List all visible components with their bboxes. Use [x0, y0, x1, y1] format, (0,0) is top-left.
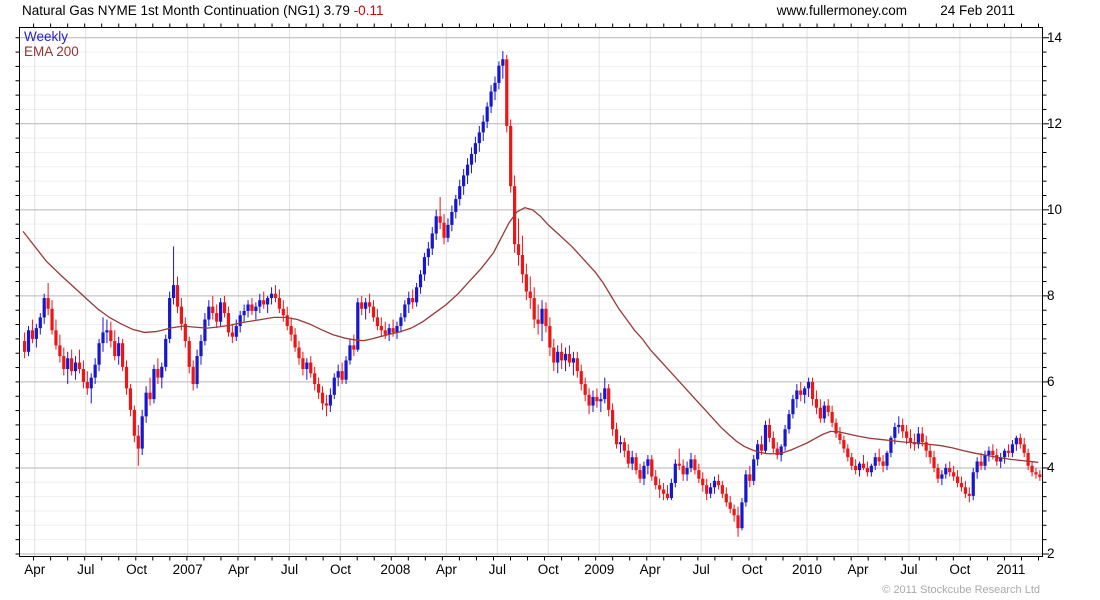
website-label: www.fullermoney.com	[776, 3, 907, 18]
x-axis-label: Jul	[692, 562, 710, 577]
y-axis-label: 2	[1047, 545, 1055, 561]
chart-legend: Weekly EMA 200	[24, 29, 79, 59]
price-change: -0.11	[353, 3, 384, 18]
x-axis-label: Apr	[228, 562, 250, 577]
x-axis-label: 2011	[996, 562, 1026, 577]
y-axis-label: 14	[1047, 29, 1063, 45]
legend-ema-200: EMA 200	[24, 44, 79, 59]
x-axis-label: 2010	[791, 562, 823, 577]
x-axis-label: Oct	[537, 562, 559, 577]
x-axis-label: Apr	[435, 562, 457, 577]
x-axis-label: Oct	[949, 562, 971, 577]
y-axis-label: 12	[1047, 115, 1063, 131]
x-axis-label: Oct	[330, 562, 352, 577]
x-axis-label: 2007	[172, 562, 203, 577]
x-axis-label: 2009	[584, 562, 615, 577]
legend-weekly: Weekly	[24, 29, 69, 44]
price-chart-canvas	[15, 23, 1049, 561]
x-axis-label: Apr	[639, 562, 661, 577]
y-axis-labels: 14 12 10 8 6 4 2	[1047, 27, 1097, 561]
x-axis-label: 2008	[380, 562, 411, 577]
y-axis-label: 6	[1047, 373, 1055, 389]
chart-date: 24 Feb 2011	[940, 3, 1015, 18]
instrument-name: Natural Gas NYME 1st Month Continuation …	[22, 3, 320, 18]
x-axis-label: Jul	[900, 562, 918, 577]
x-axis-labels: Apr Jul Oct 2007 Apr Jul Oct 2008 Apr Jul Oct 2009 A…	[19, 562, 1043, 578]
plot-area: Weekly EMA 200	[15, 23, 1049, 561]
y-axis-label: 4	[1047, 459, 1055, 475]
x-axis-label: Jul	[280, 562, 299, 577]
x-axis-label: Jul	[488, 562, 506, 577]
x-axis-label: Apr	[847, 562, 869, 577]
chart-title: Natural Gas NYME 1st Month Continuation …	[22, 3, 383, 18]
y-axis-label: 10	[1047, 201, 1063, 217]
x-axis-label: Oct	[126, 562, 148, 577]
x-axis-label: Apr	[24, 562, 46, 577]
x-axis-label: Oct	[741, 562, 763, 577]
copyright-notice: © 2011 Stockcube Research Ltd	[882, 584, 1040, 596]
y-axis-label: 8	[1047, 287, 1055, 303]
x-axis-label: Jul	[77, 562, 95, 577]
last-price: 3.79	[323, 3, 350, 18]
chart-header: Natural Gas NYME 1st Month Continuation …	[0, 3, 1100, 21]
